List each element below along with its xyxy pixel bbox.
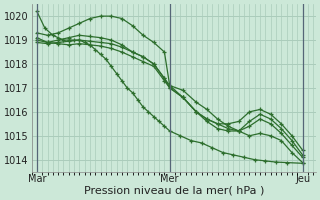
X-axis label: Pression niveau de la mer( hPa ): Pression niveau de la mer( hPa ) <box>84 186 264 196</box>
